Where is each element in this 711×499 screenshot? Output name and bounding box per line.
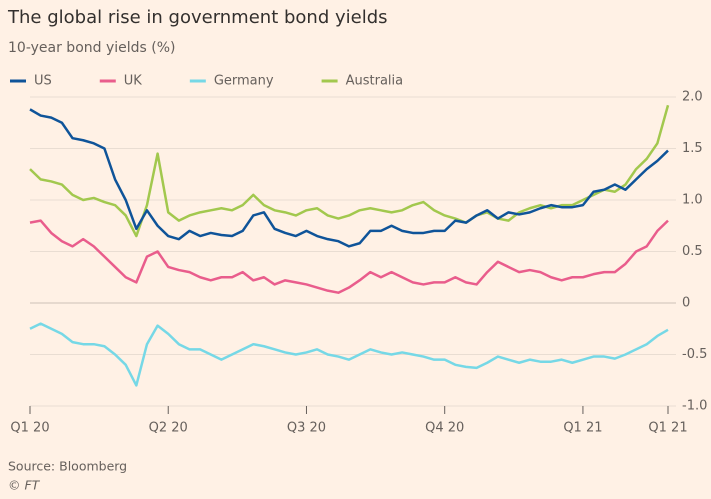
y-tick-label: 1.5: [682, 141, 703, 156]
y-tick-label: 2.0: [682, 90, 703, 105]
x-tick-label: Q1 21: [563, 421, 602, 436]
y-tick-label: 0: [682, 296, 690, 311]
legend-label: Australia: [346, 74, 404, 89]
legend-label: US: [34, 74, 52, 89]
y-tick-label: -1.0: [682, 399, 707, 414]
source: Source: Bloomberg: [8, 459, 127, 474]
y-tick-label: -0.5: [682, 347, 707, 362]
y-tick-label: 0.5: [682, 244, 703, 259]
series-line: [29, 108, 669, 248]
y-tick-label: 1.0: [682, 193, 703, 208]
x-tick-label: Q1 20: [10, 421, 49, 436]
legend-label: UK: [124, 74, 143, 89]
credit: © FT: [8, 478, 41, 493]
chart-title: The global rise in government bond yield…: [7, 7, 388, 28]
x-tick-label: Q4 20: [425, 421, 464, 436]
series-line: [29, 219, 669, 294]
x-tick-label: Q2 20: [149, 421, 188, 436]
chart-subtitle: 10-year bond yields (%): [8, 40, 176, 56]
series-line: [29, 104, 670, 238]
x-tick-label: Q3 20: [287, 421, 326, 436]
x-tick-label: Q1 21: [648, 421, 687, 436]
legend-label: Germany: [214, 74, 274, 89]
series-line: [29, 322, 669, 387]
